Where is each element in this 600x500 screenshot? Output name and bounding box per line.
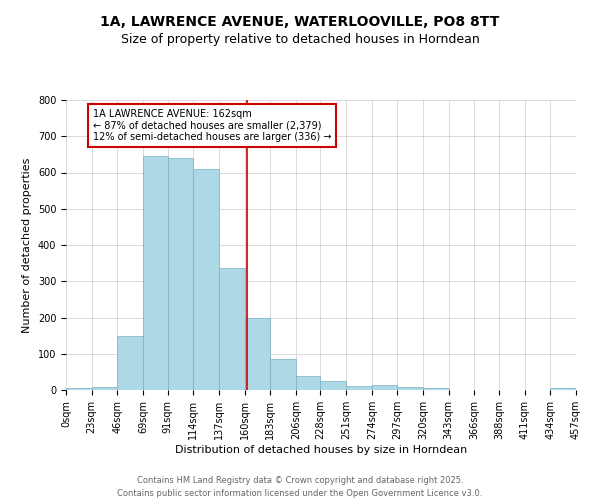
Text: Contains HM Land Registry data © Crown copyright and database right 2025.
Contai: Contains HM Land Registry data © Crown c… — [118, 476, 482, 498]
Bar — [245, 318, 270, 390]
Bar — [372, 384, 397, 390]
Bar — [270, 359, 296, 390]
Bar — [118, 336, 143, 390]
Bar — [219, 268, 245, 390]
Bar — [397, 387, 423, 390]
Bar — [296, 376, 320, 390]
Bar — [550, 388, 576, 390]
X-axis label: Distribution of detached houses by size in Horndean: Distribution of detached houses by size … — [175, 444, 467, 454]
Bar — [66, 388, 92, 390]
Bar — [92, 388, 118, 390]
Bar — [320, 380, 346, 390]
Text: 1A LAWRENCE AVENUE: 162sqm
← 87% of detached houses are smaller (2,379)
12% of s: 1A LAWRENCE AVENUE: 162sqm ← 87% of deta… — [93, 109, 331, 142]
Bar — [143, 156, 167, 390]
Y-axis label: Number of detached properties: Number of detached properties — [22, 158, 32, 332]
Text: Size of property relative to detached houses in Horndean: Size of property relative to detached ho… — [121, 32, 479, 46]
Bar — [167, 158, 193, 390]
Text: 1A, LAWRENCE AVENUE, WATERLOOVILLE, PO8 8TT: 1A, LAWRENCE AVENUE, WATERLOOVILLE, PO8 … — [100, 15, 500, 29]
Bar — [346, 386, 372, 390]
Bar — [423, 388, 449, 390]
Bar — [193, 169, 219, 390]
